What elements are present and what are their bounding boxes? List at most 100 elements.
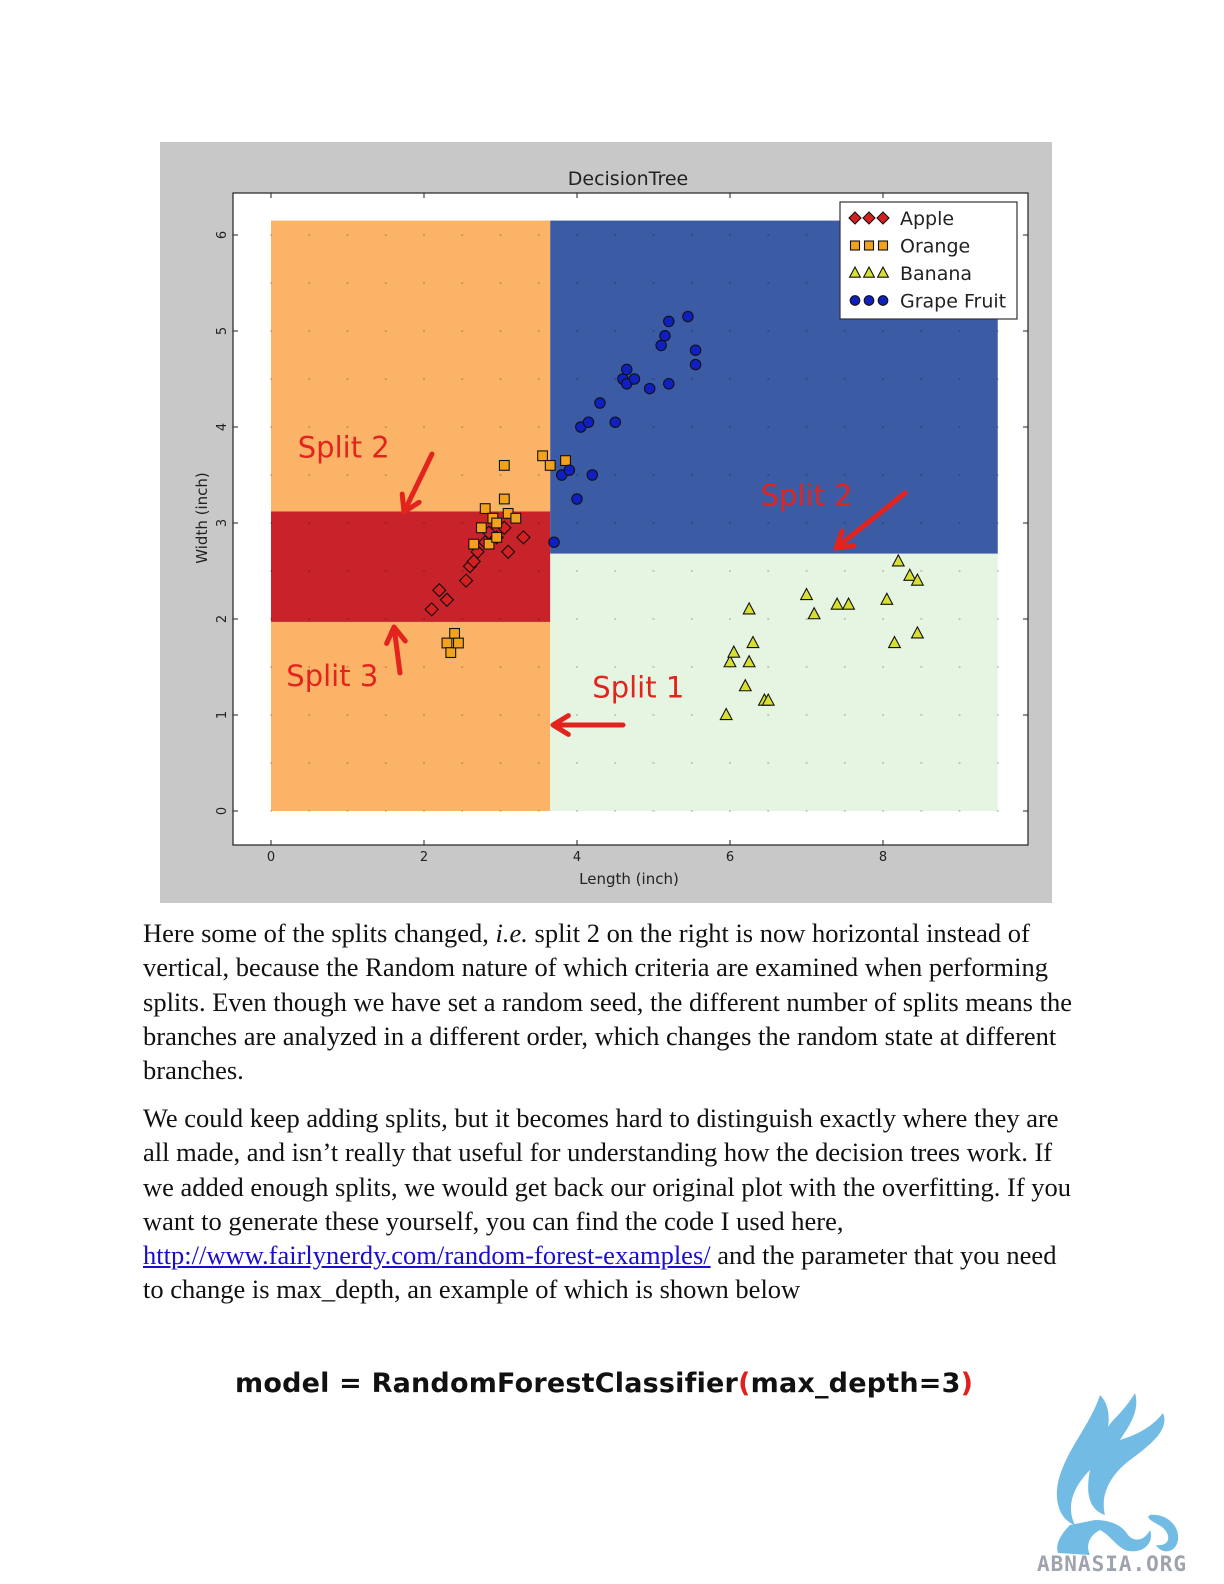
orange-point (510, 512, 522, 524)
grid-dot (690, 665, 693, 669)
grid-dot (269, 713, 273, 717)
code-snippet: model = RandomForestClassifier(max_depth… (235, 1368, 973, 1399)
grid-dot (575, 329, 579, 333)
y-tick-label: 2 (215, 615, 230, 623)
grape-fruit-point (663, 315, 675, 328)
grid-dot (843, 473, 846, 477)
grid-dot (422, 809, 426, 813)
grid-dot (920, 377, 923, 381)
grid-dot (461, 665, 464, 669)
grid-dot (690, 761, 693, 765)
grid-dot (575, 377, 579, 381)
grid-dot (805, 569, 808, 573)
grid-dot (346, 761, 349, 765)
y-tick-label: 6 (215, 231, 230, 239)
apple-point (439, 592, 455, 608)
grape-fruit-point (609, 416, 621, 428)
code-prefix: model = RandomForestClassifier (235, 1368, 739, 1399)
grid-dot (767, 473, 770, 477)
grid-dot (843, 521, 846, 525)
grid-dot (920, 329, 923, 333)
banana-point (830, 596, 844, 610)
grid-dot (690, 377, 693, 381)
grid-dot (499, 233, 502, 237)
banana-point (903, 568, 917, 581)
annotation-arrow (399, 451, 435, 515)
y-tick-label: 5 (215, 327, 230, 335)
grid-dot (652, 425, 655, 429)
grid-dot (308, 665, 311, 669)
paragraph-2: We could keep adding splits, but it beco… (143, 1101, 1083, 1307)
banana-point (887, 635, 902, 649)
grid-dot (652, 665, 655, 669)
banana-point (742, 601, 756, 615)
grid-dot (308, 281, 311, 285)
code-argument: max_depth=3 (750, 1368, 961, 1399)
grid-dot (996, 761, 999, 765)
banana-point (742, 654, 756, 668)
grape-fruit-point (582, 416, 595, 428)
grid-dot (575, 761, 579, 765)
grid-dot (499, 281, 502, 285)
grid-dot (881, 665, 885, 669)
grid-dot (575, 617, 579, 621)
grid-dot (461, 761, 464, 765)
x-tick-label: 8 (879, 850, 887, 865)
grid-dot (958, 473, 961, 477)
grid-dot (346, 425, 349, 429)
grid-dot (728, 521, 732, 525)
grid-dot (499, 473, 502, 477)
grid-dot (461, 473, 464, 477)
banana-point (807, 606, 821, 620)
orange-point (544, 459, 556, 471)
paragraph-1-text-a: Here some of the splits changed, (143, 918, 496, 948)
grid-dot (958, 377, 961, 381)
grape-fruit-point (659, 330, 671, 342)
grid-dot (575, 713, 579, 717)
orange-point (537, 450, 549, 462)
grid-dot (269, 617, 273, 621)
grid-dot (537, 281, 540, 285)
grid-dot (461, 281, 464, 285)
grid-dot (575, 281, 579, 285)
grape-fruit-point (689, 358, 702, 371)
grid-dot (269, 473, 273, 477)
grid-dot (499, 329, 502, 333)
orange-point (475, 522, 487, 534)
grid-dot (652, 569, 655, 573)
orange-point (498, 459, 510, 471)
grid-dot (384, 329, 387, 333)
grid-dot (269, 809, 273, 813)
decision-tree-chart: 0 2 4 6 8 0 1 2 3 4 5 6 Split 2 Split 2 Split 3 Split … (193, 168, 1029, 888)
grid-dot (575, 809, 579, 813)
grid-dot (614, 713, 617, 717)
grid-dot (958, 809, 961, 813)
grid-dot (499, 665, 502, 669)
y-tick-label: 4 (215, 423, 230, 431)
grid-dot (881, 329, 885, 333)
grid-dot (690, 521, 693, 525)
legend-banana-marker (862, 265, 876, 278)
grid-dot (920, 425, 923, 429)
grid-dot (346, 377, 349, 381)
grid-dot (958, 569, 961, 573)
grid-dot (575, 233, 579, 237)
legend-banana-marker (876, 265, 890, 278)
grid-dot (881, 617, 885, 621)
grid-dot (308, 617, 311, 621)
grid-dot (652, 473, 655, 477)
legend-apple-label: Apple (900, 208, 954, 230)
orange-point (449, 627, 461, 639)
examples-link[interactable]: http://www.fairlynerdy.com/random-forest… (143, 1240, 711, 1271)
grid-dot (728, 809, 732, 813)
grid-dot (384, 809, 387, 813)
grid-dot (652, 377, 655, 381)
grid-dot (767, 377, 770, 381)
grid-dot (384, 377, 387, 381)
grid-dot (728, 473, 732, 477)
banana-point (727, 644, 741, 658)
grid-dot (805, 713, 808, 717)
grid-dot (805, 425, 808, 429)
grid-dot (996, 521, 999, 525)
grid-dot (537, 233, 540, 237)
